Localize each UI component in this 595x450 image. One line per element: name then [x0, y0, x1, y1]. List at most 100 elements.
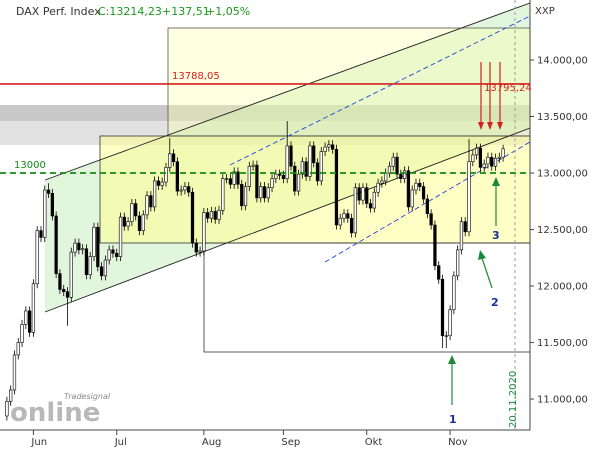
candle-body — [402, 170, 407, 179]
candle-body — [349, 217, 354, 234]
candle-body — [224, 178, 229, 180]
date-annotation: 20.11.2020 — [508, 371, 519, 428]
candle-body — [376, 182, 380, 193]
y-tick-label: 13.000,00 — [537, 169, 588, 180]
candle-body — [467, 161, 471, 233]
candle-body — [111, 249, 115, 254]
candle-body — [296, 173, 301, 192]
candle-body — [206, 212, 210, 219]
candle-body — [463, 221, 467, 233]
candle-body — [92, 226, 96, 257]
candle-body — [96, 226, 100, 268]
candle-body — [372, 191, 376, 209]
candle-body — [486, 156, 490, 165]
annotation: 13795,24 — [484, 83, 532, 94]
candle-body — [255, 164, 259, 199]
candle-body — [259, 186, 263, 199]
candle-body — [50, 193, 54, 217]
x-tick-label: Nov — [448, 437, 468, 448]
candle-body — [16, 342, 20, 356]
candle-body — [501, 148, 505, 158]
candle-body — [421, 186, 426, 200]
candle-body — [27, 310, 32, 333]
candle-body — [471, 154, 475, 163]
candle-body — [497, 156, 501, 159]
candle-body — [418, 182, 422, 187]
candle-body — [308, 145, 312, 177]
x-tick-label: Jul — [114, 437, 127, 448]
annotation: 2 — [491, 296, 499, 309]
candle-body — [270, 178, 274, 189]
y-tick-label: 13.500,00 — [537, 112, 588, 123]
y-tick-label: 14.000,00 — [537, 56, 588, 67]
candle-body — [251, 164, 255, 167]
candle-body — [43, 189, 47, 238]
y-tick-label: 11.500,00 — [537, 338, 588, 349]
candle-body — [342, 213, 346, 219]
candle-body — [168, 153, 172, 168]
candle-body — [217, 210, 221, 220]
candle-body — [380, 180, 384, 184]
candle-body — [149, 195, 153, 208]
candle-body — [58, 273, 62, 290]
candle-body — [126, 221, 130, 227]
candle-body — [31, 283, 36, 333]
candle-body — [391, 156, 395, 167]
annotation: 1 — [449, 413, 457, 426]
candle-body — [300, 161, 304, 175]
candle-body — [183, 186, 187, 191]
x-tick-label: Aug — [202, 437, 222, 448]
candles — [5, 121, 505, 421]
candle-body — [353, 187, 358, 234]
candle-body — [46, 189, 51, 194]
candle-body — [459, 221, 464, 251]
change-percent: +1,05% — [206, 5, 250, 18]
candle-body — [277, 173, 282, 176]
close-value: C:13214,23 — [98, 5, 162, 18]
candle-body — [346, 213, 350, 219]
candle-body — [474, 147, 479, 156]
candle-body — [448, 309, 452, 337]
candle-body — [478, 147, 483, 168]
candle-body — [414, 182, 418, 191]
candle-body — [323, 146, 327, 152]
x-tick-label: Okt — [365, 437, 383, 448]
level-label: 13788,05 — [172, 71, 220, 82]
candle-body — [262, 186, 267, 199]
x-tick-label: Sep — [281, 437, 300, 448]
candle-body — [12, 354, 17, 391]
arrows — [448, 0, 516, 430]
y-tick-label: 12.500,00 — [537, 225, 588, 236]
candle-body — [20, 324, 24, 343]
candle-body — [35, 230, 39, 285]
candle-body — [365, 187, 369, 204]
y-tick-label: 11.000,00 — [537, 395, 588, 406]
candle-body — [289, 145, 293, 167]
candle-body — [69, 251, 73, 298]
candle-body — [240, 184, 244, 207]
candle-body — [493, 158, 498, 167]
candle-body — [107, 249, 111, 261]
candle-body — [440, 278, 445, 337]
candle-body — [152, 180, 157, 208]
candle-body — [160, 181, 164, 186]
candle-body — [357, 187, 361, 201]
annotation: 3 — [492, 229, 500, 242]
candle-body — [88, 256, 92, 276]
candle-body — [232, 171, 236, 185]
candle-body — [285, 145, 289, 179]
candle-body — [281, 174, 286, 179]
axis-label: XXP — [535, 6, 555, 17]
candle-body — [304, 161, 308, 177]
candle-body — [194, 242, 198, 253]
candle-body — [319, 151, 323, 182]
candle-body — [228, 178, 233, 185]
candle-body — [433, 224, 437, 266]
candle-body — [84, 248, 89, 276]
candle-body — [141, 214, 145, 231]
candle-body — [315, 162, 320, 182]
candle-body — [134, 203, 138, 217]
candle-body — [77, 242, 81, 251]
overlays — [0, 2, 530, 353]
